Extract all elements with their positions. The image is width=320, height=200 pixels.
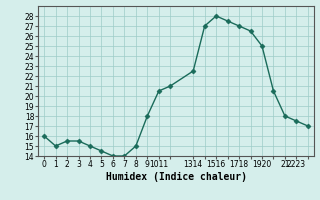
X-axis label: Humidex (Indice chaleur): Humidex (Indice chaleur): [106, 172, 246, 182]
